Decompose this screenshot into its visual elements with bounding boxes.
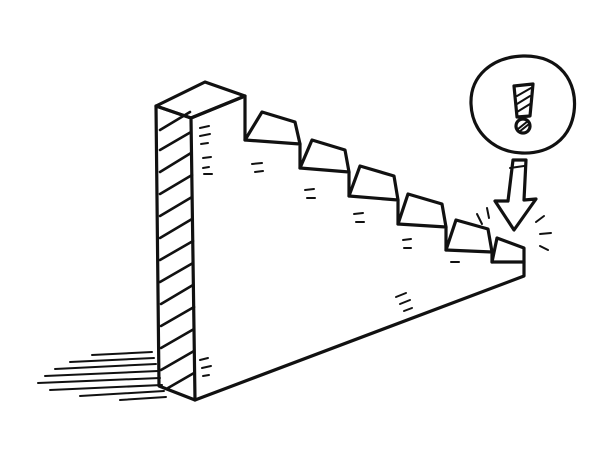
staircase-treads xyxy=(243,110,526,264)
staircase-shaded-side xyxy=(154,104,197,402)
staircase-texture-marks xyxy=(199,125,460,377)
down-arrow-icon xyxy=(493,158,538,232)
impact-marks xyxy=(476,207,552,251)
staircase-front-profile xyxy=(189,94,526,402)
exclamation-icon xyxy=(469,54,577,155)
staircase-icon xyxy=(154,80,526,402)
ground-shadow xyxy=(37,351,167,401)
